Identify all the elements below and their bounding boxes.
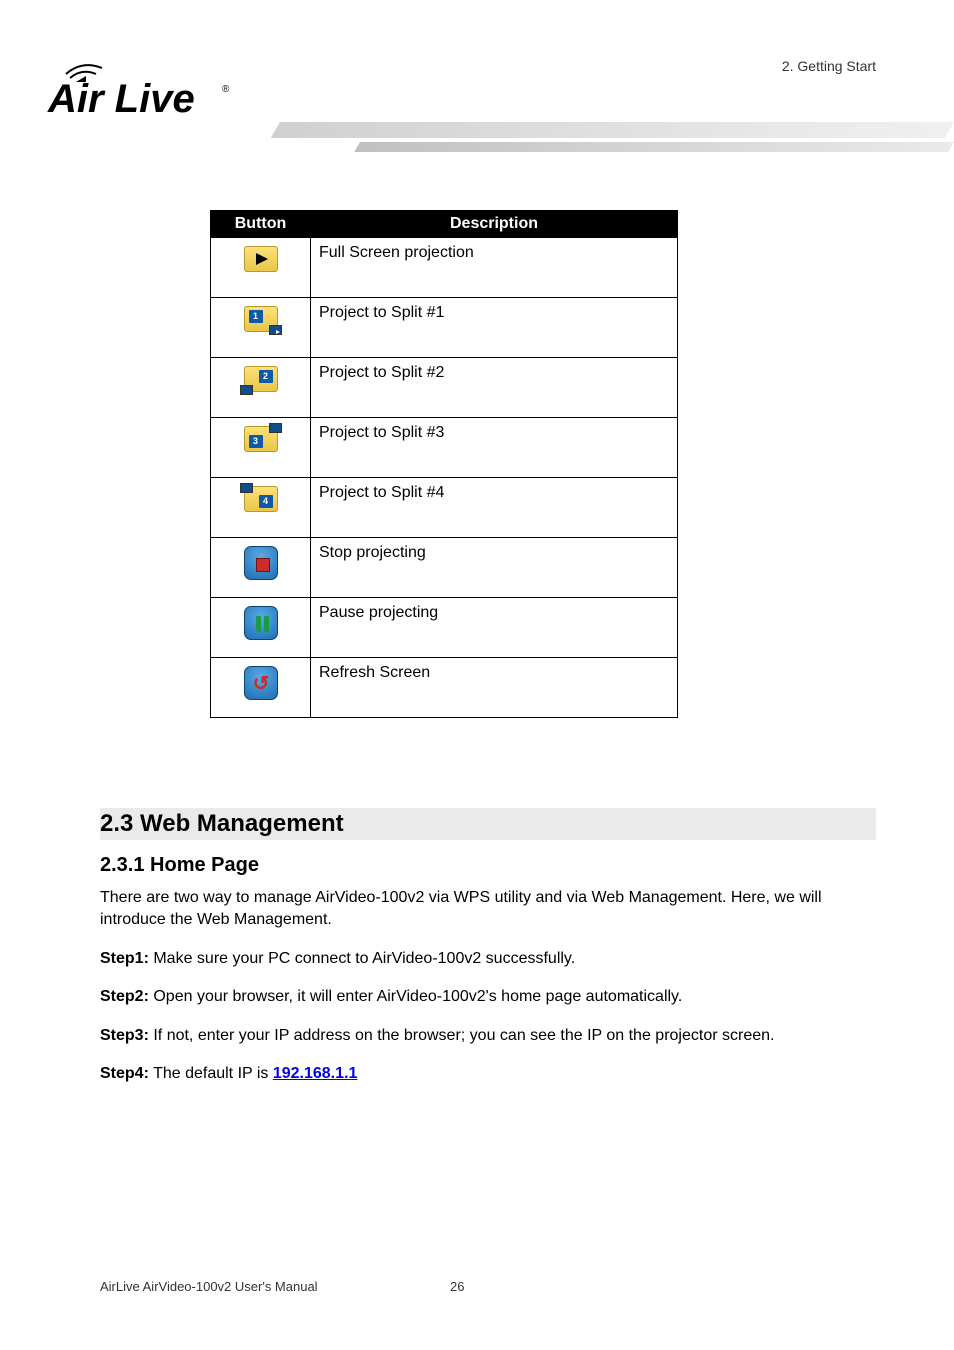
airlive-logo: Air Live ® (42, 52, 242, 127)
step3-text: If not, enter your IP address on the bro… (149, 1027, 775, 1044)
subsection-title: 2.3.1 Home Page (100, 854, 876, 877)
button-desc-cell: Pause projecting (311, 598, 678, 658)
step4-label: Step4: (100, 1065, 149, 1082)
header-divider-graphic (280, 122, 954, 158)
step2: Step2: Open your browser, it will enter … (100, 986, 876, 1008)
table-row: Pause projecting (211, 598, 678, 658)
step4: Step4: The default IP is 192.168.1.1 (100, 1063, 876, 1085)
button-icon-cell: 3 (211, 418, 311, 478)
page-footer: AirLive AirVideo-100v2 User's Manual 26 (100, 1279, 876, 1294)
table-row: Full Screen projection (211, 238, 678, 298)
button-desc-cell: Project to Split #2 (311, 358, 678, 418)
step1-label: Step1: (100, 950, 149, 967)
step3-label: Step3: (100, 1027, 149, 1044)
split3-icon: 3 (244, 426, 278, 452)
button-icon-cell: 4 (211, 478, 311, 538)
table-row: 2 Project to Split #2 (211, 358, 678, 418)
button-desc-cell: Project to Split #1 (311, 298, 678, 358)
footer-manual-title: AirLive AirVideo-100v2 User's Manual (100, 1279, 318, 1294)
svg-text:®: ® (222, 84, 230, 95)
button-desc-cell: Stop projecting (311, 538, 678, 598)
button-icon-cell (211, 538, 311, 598)
button-icon-cell: 2 (211, 358, 311, 418)
button-icon-cell (211, 598, 311, 658)
pause-icon (244, 606, 278, 640)
step1: Step1: Make sure your PC connect to AirV… (100, 948, 876, 970)
step2-text: Open your browser, it will enter AirVide… (149, 988, 682, 1005)
table-header-button: Button (211, 211, 311, 238)
footer-page-number: 26 (450, 1279, 464, 1294)
split1-icon: 1 (244, 306, 278, 332)
step2-label: Step2: (100, 988, 149, 1005)
button-desc-cell: Full Screen projection (311, 238, 678, 298)
svg-text:Air Live: Air Live (47, 77, 195, 121)
step1-text: Make sure your PC connect to AirVideo-10… (149, 950, 575, 967)
button-desc-cell: Project to Split #3 (311, 418, 678, 478)
section-title: 2.3 Web Management (100, 808, 876, 840)
refresh-icon (244, 666, 278, 700)
table-row: 1 Project to Split #1 (211, 298, 678, 358)
stop-icon (244, 546, 278, 580)
split4-icon: 4 (244, 486, 278, 512)
table-header-description: Description (311, 211, 678, 238)
play-icon (244, 246, 278, 272)
button-icon-cell (211, 658, 311, 718)
button-icon-cell (211, 238, 311, 298)
table-row: Stop projecting (211, 538, 678, 598)
page-content: Button Description Full Screen projectio… (100, 210, 876, 1085)
step4-text: The default IP is (149, 1065, 273, 1082)
table-row: 3 Project to Split #3 (211, 418, 678, 478)
default-ip-link[interactable]: 192.168.1.1 (273, 1065, 358, 1082)
header-chapter-label: 2. Getting Start (782, 58, 876, 74)
button-desc-cell: Refresh Screen (311, 658, 678, 718)
table-row: 4 Project to Split #4 (211, 478, 678, 538)
button-description-table: Button Description Full Screen projectio… (210, 210, 678, 718)
table-row: Refresh Screen (211, 658, 678, 718)
button-icon-cell: 1 (211, 298, 311, 358)
button-desc-cell: Project to Split #4 (311, 478, 678, 538)
step3: Step3: If not, enter your IP address on … (100, 1025, 876, 1047)
intro-paragraph: There are two way to manage AirVideo-100… (100, 887, 876, 932)
split2-icon: 2 (244, 366, 278, 392)
